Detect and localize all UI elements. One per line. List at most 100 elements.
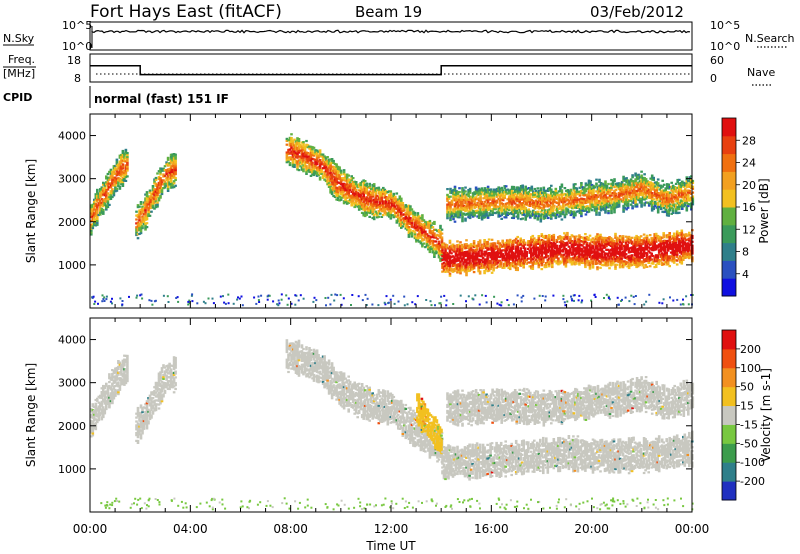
data-cell (333, 172, 337, 175)
data-cell (419, 217, 423, 220)
data-cell (124, 179, 128, 182)
data-cell (648, 243, 652, 246)
data-cell (677, 249, 681, 252)
data-cell (660, 261, 664, 265)
data-cell (611, 238, 614, 241)
data-cell (505, 258, 509, 261)
data-cell (407, 212, 411, 215)
data-cell (568, 190, 571, 193)
data-cell (509, 196, 512, 199)
data-cell (636, 261, 640, 264)
data-cell (115, 158, 119, 161)
data-cell (111, 178, 114, 181)
data-cell (287, 160, 290, 163)
data-cell (468, 216, 472, 220)
data-cell (518, 208, 521, 211)
data-cell (569, 241, 572, 244)
data-cell (456, 250, 459, 253)
data-cell (522, 196, 526, 199)
data-cell (353, 192, 356, 195)
data-cell (590, 201, 594, 204)
data-cell (502, 255, 506, 258)
data-cell (159, 181, 162, 184)
data-cell (97, 194, 101, 197)
data-cell (536, 256, 539, 259)
data-cell (413, 233, 417, 236)
data-cell (560, 208, 564, 211)
data-cell (551, 238, 554, 241)
data-cell (602, 258, 605, 261)
data-cell (599, 182, 603, 185)
data-cell (569, 261, 572, 264)
data-cell (492, 251, 495, 255)
data-cell (503, 185, 506, 188)
data-cell (305, 170, 308, 174)
data-cell (115, 174, 119, 177)
data-cell (563, 236, 566, 239)
data-cell (403, 221, 406, 224)
data-cell (398, 201, 402, 204)
data-cell (324, 166, 328, 169)
data-cell (618, 241, 622, 244)
data-cell (407, 227, 411, 231)
data-cell (335, 179, 338, 182)
data-cell (666, 259, 670, 262)
data-cell (477, 252, 480, 255)
data-cell (473, 198, 476, 202)
data-cell (96, 221, 99, 224)
data-cell (106, 178, 110, 181)
data-cell (522, 243, 525, 246)
data-cell (145, 216, 149, 219)
data-cell (602, 208, 606, 211)
data-cell (566, 192, 570, 196)
data-cell (285, 143, 289, 146)
data-cell (537, 256, 541, 259)
data-cell (519, 198, 523, 201)
data-cell (400, 203, 403, 206)
data-cell (629, 262, 632, 265)
data-cell (459, 256, 462, 259)
data-cell (94, 204, 98, 208)
data-cell (470, 196, 473, 199)
data-cell (492, 211, 496, 214)
data-cell (500, 210, 503, 213)
data-cell (441, 251, 444, 254)
data-cell (665, 242, 668, 245)
data-cell (561, 240, 565, 243)
data-cell (584, 190, 588, 193)
data-cell (293, 138, 296, 141)
data-cell (478, 262, 482, 265)
data-cell (467, 214, 470, 217)
data-cell (584, 256, 587, 259)
data-cell (91, 211, 95, 214)
data-cell (102, 203, 105, 206)
data-cell (439, 259, 442, 262)
data-cell (385, 203, 388, 206)
data-cell (657, 253, 661, 256)
data-cell (372, 208, 376, 211)
data-cell (500, 212, 503, 215)
data-cell (535, 201, 538, 204)
data-cell (91, 223, 95, 226)
data-cell (672, 240, 676, 243)
data-cell (506, 207, 509, 211)
data-cell (477, 270, 480, 273)
data-cell (551, 236, 554, 239)
data-cell (539, 214, 543, 217)
data-cell (308, 168, 311, 171)
data-cell (552, 249, 556, 252)
data-cell (545, 214, 549, 218)
data-cell (548, 261, 551, 264)
data-cell (574, 194, 577, 197)
data-cell (468, 248, 471, 251)
data-cell (645, 236, 649, 239)
data-cell (668, 255, 671, 258)
data-cell (309, 163, 313, 166)
data-cell (584, 194, 588, 197)
data-cell (594, 262, 598, 265)
data-cell (172, 153, 176, 156)
data-cell (456, 246, 459, 249)
data-cell (686, 238, 690, 241)
data-cell (537, 242, 541, 245)
data-cell (579, 240, 583, 243)
